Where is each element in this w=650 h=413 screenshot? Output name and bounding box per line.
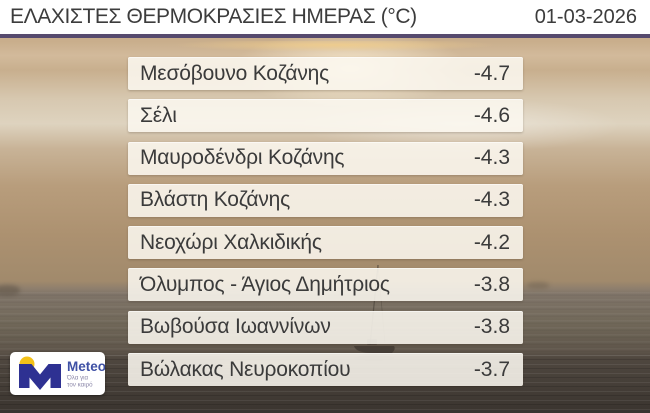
temperature-value: -4.3 [473, 188, 510, 212]
temperature-value: -4.7 [473, 61, 510, 85]
logo-tagline-line2: τον καιρό [67, 382, 93, 389]
temperature-value: -3.7 [473, 357, 510, 381]
logo-m-icon [19, 364, 61, 390]
table-row: Σέλι -4.6 [128, 99, 523, 133]
temperature-value: -4.2 [473, 230, 510, 254]
location-label: Βώλακας Νευροκοπίου [140, 357, 351, 381]
location-label: Όλυμπος - Άγιος Δημήτριος [140, 272, 390, 296]
location-label: Σέλι [140, 103, 177, 127]
location-label: Βλάστη Κοζάνης [140, 188, 291, 212]
location-label: Μεσόβουνο Κοζάνης [140, 61, 330, 85]
meteo-logo-graphic: Meteo Όλα για τον καιρό [19, 356, 106, 390]
distant-boat-silhouette [527, 282, 549, 289]
temperature-value: -3.8 [473, 272, 510, 296]
page-title: ΕΛΑΧΙΣΤΕΣ ΘΕΡΜΟΚΡΑΣΙΕΣ ΗΜΕΡΑΣ (°C) [10, 5, 417, 28]
temperature-table: Μεσόβουνο Κοζάνης -4.7 Σέλι -4.6 Μαυροδέ… [128, 57, 523, 395]
location-label: Βωβούσα Ιωαννίνων [140, 315, 331, 339]
table-row: Μαυροδένδρι Κοζάνης -4.3 [128, 141, 523, 175]
temperature-value: -4.6 [473, 103, 510, 127]
table-row: Νεοχώρι Χαλκιδικής -4.2 [128, 226, 523, 260]
temperature-value: -4.3 [473, 146, 510, 170]
distant-island-silhouette [0, 285, 20, 296]
table-row: Μεσόβουνο Κοζάνης -4.7 [128, 57, 523, 90]
table-row: Όλυμπος - Άγιος Δημήτριος -3.8 [128, 268, 523, 302]
logo-brand-text: Meteo [67, 359, 105, 374]
golden-horizon-band [120, 41, 550, 59]
header-bar: ΕΛΑΧΙΣΤΕΣ ΘΕΡΜΟΚΡΑΣΙΕΣ ΗΜΕΡΑΣ (°C) 01-03… [0, 0, 650, 38]
meteo-logo: Meteo Όλα για τον καιρό [10, 352, 106, 395]
location-label: Νεοχώρι Χαλκιδικής [140, 230, 322, 254]
temperature-value: -3.8 [473, 315, 510, 339]
location-label: Μαυροδένδρι Κοζάνης [140, 146, 345, 170]
table-row: Βλάστη Κοζάνης -4.3 [128, 183, 523, 217]
date-label: 01-03-2026 [534, 5, 637, 28]
table-row: Βώλακας Νευροκοπίου -3.7 [128, 353, 523, 387]
logo-tagline-line1: Όλα για [66, 375, 89, 382]
table-row: Βωβούσα Ιωαννίνων -3.8 [128, 310, 523, 344]
